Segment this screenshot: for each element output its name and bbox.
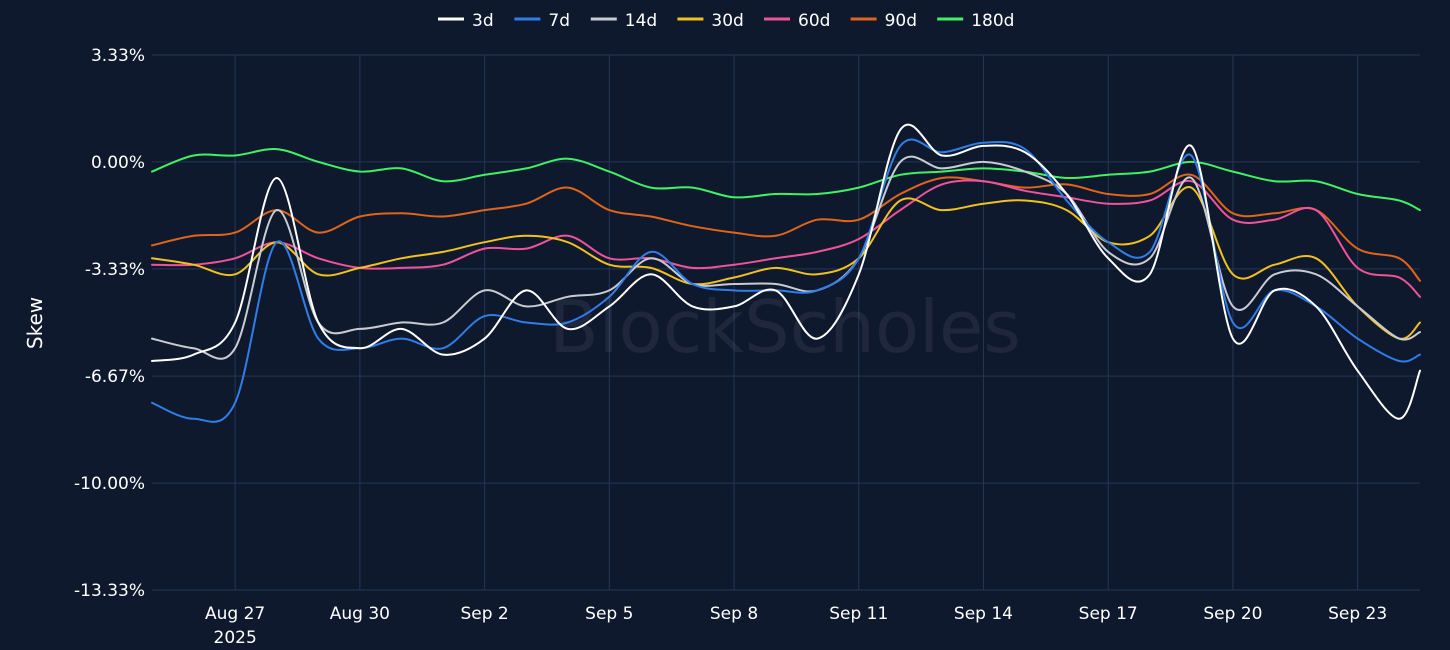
legend-label: 7d [548,11,570,31]
y-axis-ticks: 3.33% 0.00% -3.33% -6.67% -10.00% -13.33% [74,46,145,601]
y-tick-label: -10.00% [74,474,145,494]
legend-item-3d[interactable]: 3d [438,11,494,31]
x-tick-label: Sep 5 [585,604,633,624]
legend-label: 180d [971,11,1014,31]
x-tick-label: Aug 30 [330,604,390,624]
legend-label: 60d [798,11,830,31]
x-tick-sublabel: 2025 [214,628,257,648]
x-tick-label: Aug 27 [205,604,265,624]
legend-label: 14d [625,11,657,31]
x-tick-label: Sep 8 [710,604,758,624]
x-tick-label: Sep 14 [954,604,1013,624]
legend-item-30d[interactable]: 30d [677,11,744,31]
x-axis-ticks: Aug 27 2025 Aug 30 Sep 2 Sep 5 Sep 8 Sep 11 Sep… [205,604,1387,648]
y-tick-label: -6.67% [85,367,145,387]
legend-item-60d[interactable]: 60d [764,11,830,31]
series-line-180d [151,148,1421,212]
x-tick-label: Sep 2 [460,604,508,624]
series-line-90d [151,173,1421,282]
series-lines [151,123,1421,423]
series-line-3d [151,123,1421,420]
legend-item-14d[interactable]: 14d [590,11,657,31]
legend-item-180d[interactable]: 180d [937,11,1014,31]
x-tick-label: Sep 17 [1079,604,1138,624]
legend: 3d 7d 14d 30d 60d 90d 180d [438,11,1014,31]
y-tick-label: 0.00% [91,153,145,173]
series-line-14d [151,155,1421,360]
y-tick-label: -3.33% [85,260,145,280]
legend-label: 90d [885,11,917,31]
legend-label: 3d [472,11,494,31]
y-tick-label: 3.33% [91,46,145,66]
y-tick-label: -13.33% [74,581,145,601]
y-axis-title: Skew [23,297,47,349]
legend-item-90d[interactable]: 90d [850,11,917,31]
x-tick-label: Sep 23 [1328,604,1387,624]
x-tick-label: Sep 20 [1203,604,1262,624]
legend-item-7d[interactable]: 7d [514,11,570,31]
x-tick-label: Sep 11 [829,604,888,624]
series-line-30d [151,186,1421,340]
legend-label: 30d [711,11,743,31]
series-line-60d [151,179,1421,298]
series-line-7d [151,138,1421,423]
